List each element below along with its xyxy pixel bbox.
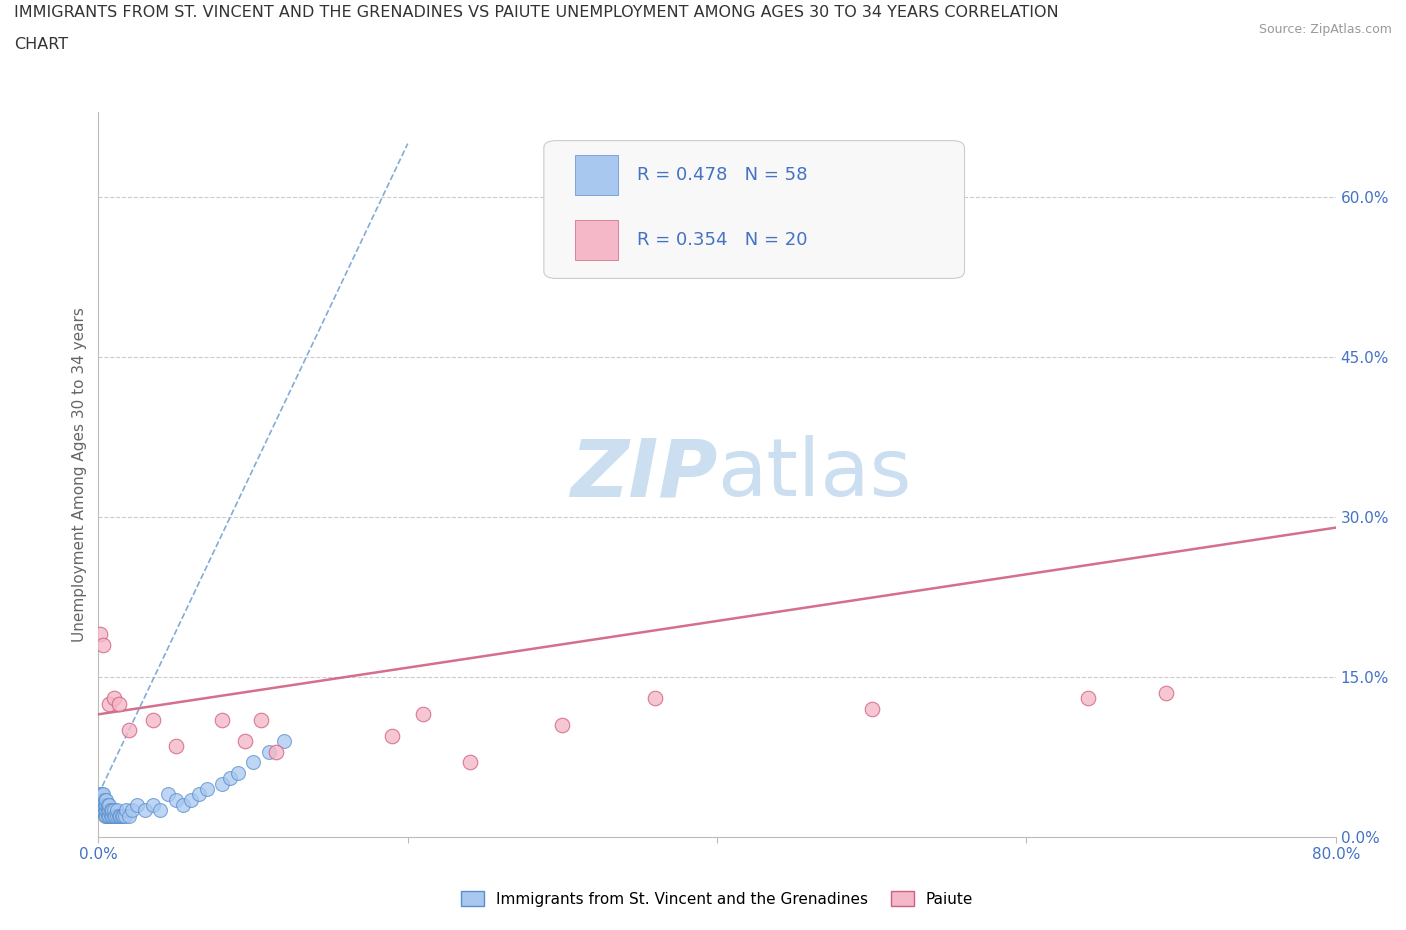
Point <box>93 798 115 813</box>
Point <box>108 808 131 823</box>
Point <box>100 803 122 817</box>
Point <box>105 808 128 823</box>
Point <box>96 792 118 807</box>
Point <box>91 792 114 807</box>
Point <box>96 798 118 813</box>
Point <box>458 755 481 770</box>
Point <box>91 638 114 653</box>
Point <box>107 697 129 711</box>
Text: IMMIGRANTS FROM ST. VINCENT AND THE GRENADINES VS PAIUTE UNEMPLOYMENT AMONG AGES: IMMIGRANTS FROM ST. VINCENT AND THE GREN… <box>14 5 1059 20</box>
Point <box>149 803 172 817</box>
Point <box>273 734 295 749</box>
Point <box>97 808 120 823</box>
Point <box>89 798 111 813</box>
Point <box>112 808 135 823</box>
Point <box>93 803 115 817</box>
Point <box>90 787 112 802</box>
Point <box>96 808 118 823</box>
Text: R = 0.354   N = 20: R = 0.354 N = 20 <box>637 232 807 249</box>
Point <box>101 808 124 823</box>
Point <box>103 808 125 823</box>
Point <box>250 712 273 727</box>
Point <box>1154 685 1177 700</box>
Point <box>89 627 111 642</box>
Point <box>264 744 288 759</box>
Point <box>90 792 112 807</box>
Text: R = 0.478   N = 58: R = 0.478 N = 58 <box>637 166 807 184</box>
Point <box>104 808 127 823</box>
Point <box>91 803 114 817</box>
Point <box>165 792 187 807</box>
Point <box>91 798 114 813</box>
Point <box>257 744 280 759</box>
Point <box>860 701 883 716</box>
Point <box>114 808 136 823</box>
Point <box>98 697 121 711</box>
Point <box>157 787 180 802</box>
Point <box>165 738 187 753</box>
Point <box>233 734 257 749</box>
Point <box>219 771 242 786</box>
Text: CHART: CHART <box>14 37 67 52</box>
Point <box>101 803 124 817</box>
FancyBboxPatch shape <box>544 140 965 278</box>
Point <box>381 728 404 743</box>
FancyBboxPatch shape <box>575 155 619 195</box>
Text: atlas: atlas <box>717 435 911 513</box>
Y-axis label: Unemployment Among Ages 30 to 34 years: Unemployment Among Ages 30 to 34 years <box>72 307 87 642</box>
Point <box>103 803 125 817</box>
Point <box>118 723 141 737</box>
Point <box>89 787 111 802</box>
Point <box>111 808 132 823</box>
Point <box>121 803 143 817</box>
Text: Source: ZipAtlas.com: Source: ZipAtlas.com <box>1258 23 1392 36</box>
Point <box>100 808 122 823</box>
Point <box>115 803 138 817</box>
Point <box>226 765 249 780</box>
Point <box>188 787 211 802</box>
Point <box>211 712 233 727</box>
Text: ZIP: ZIP <box>569 435 717 513</box>
Point <box>105 803 128 817</box>
Point <box>90 803 112 817</box>
Point <box>242 755 264 770</box>
Point <box>98 798 121 813</box>
Point <box>412 707 434 722</box>
Point <box>551 718 574 733</box>
Point <box>195 781 218 796</box>
Point <box>211 777 233 791</box>
Point <box>97 798 120 813</box>
Point <box>172 798 194 813</box>
Point <box>107 808 129 823</box>
Point <box>98 803 121 817</box>
Point <box>134 803 156 817</box>
FancyBboxPatch shape <box>575 220 619 260</box>
Point <box>644 691 666 706</box>
Point <box>91 787 114 802</box>
Point <box>141 798 165 813</box>
Point <box>93 808 115 823</box>
Point <box>90 798 112 813</box>
Point <box>118 808 141 823</box>
Point <box>96 803 118 817</box>
Point <box>127 798 149 813</box>
Point <box>89 792 111 807</box>
Point <box>93 792 115 807</box>
Point <box>180 792 202 807</box>
Point <box>141 712 165 727</box>
Legend: Immigrants from St. Vincent and the Grenadines, Paiute: Immigrants from St. Vincent and the Gren… <box>454 884 980 912</box>
Point <box>103 691 125 706</box>
Point <box>1077 691 1099 706</box>
Point <box>97 803 120 817</box>
Point <box>98 808 121 823</box>
